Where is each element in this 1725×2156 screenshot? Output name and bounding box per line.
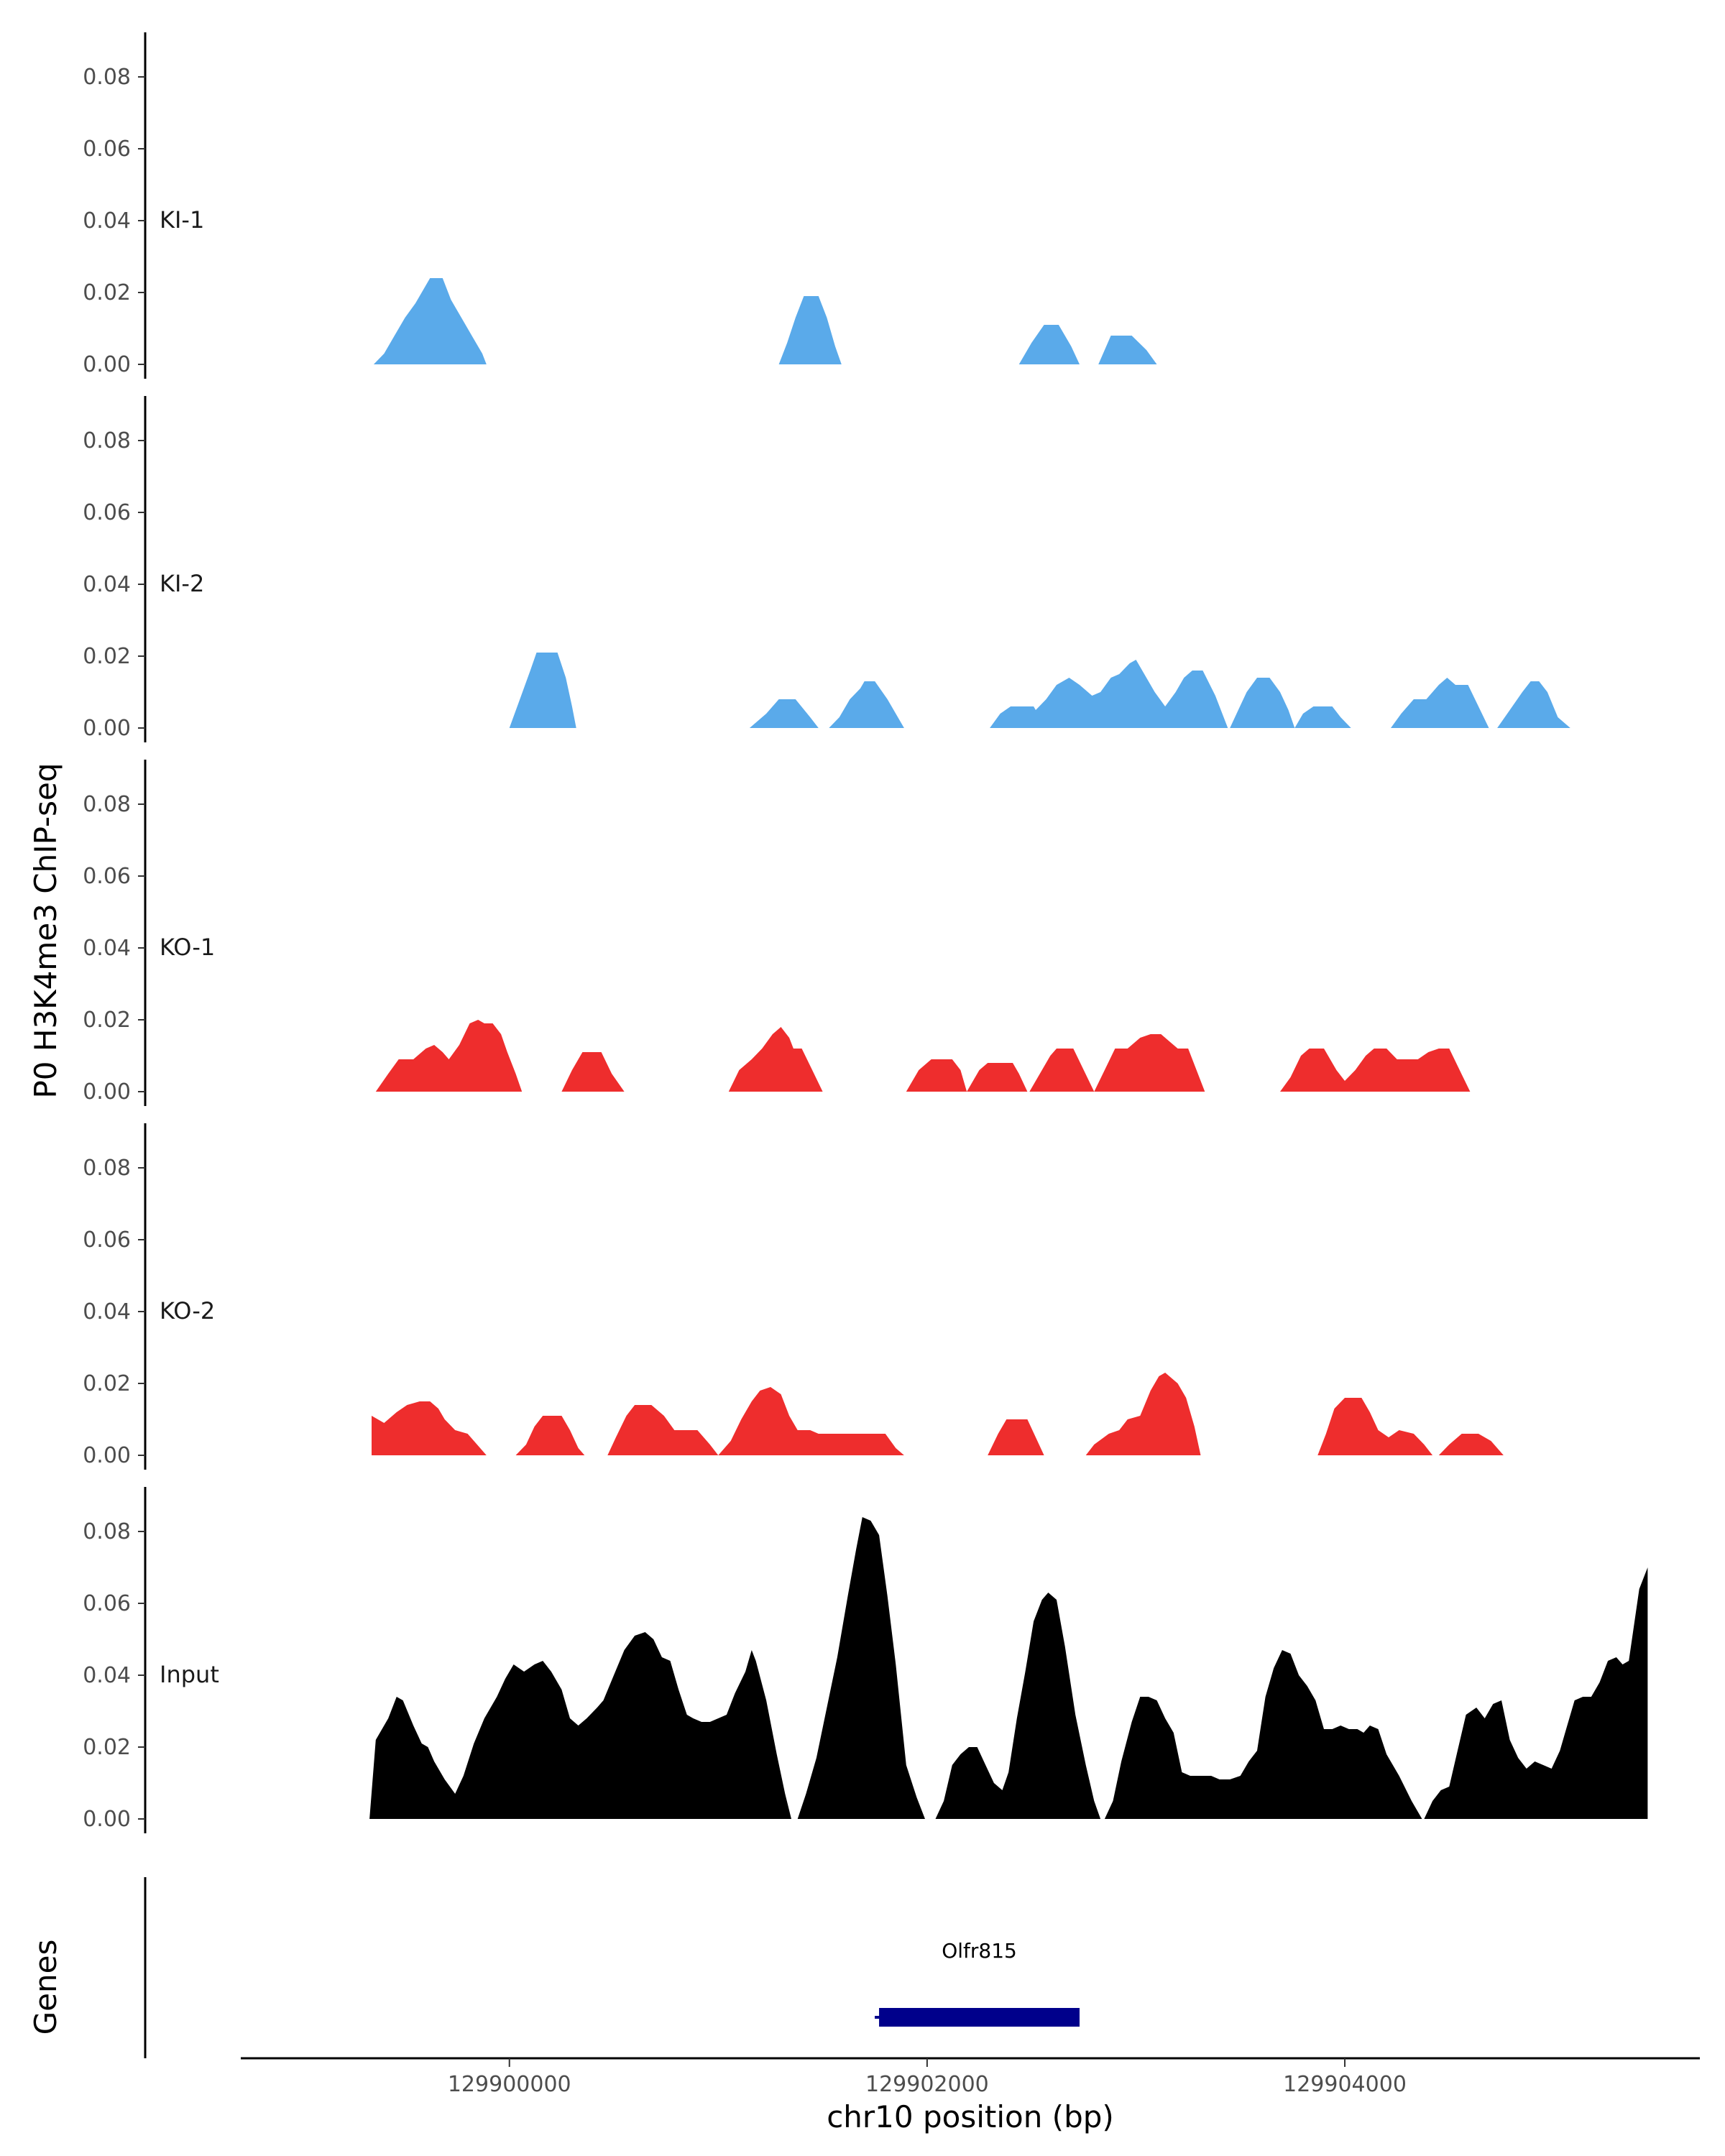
tracks-layer: 0.00 0.02 0.04 0.06 0.08 KI-1 0.00 0.02 0.04 0.06… [83,32,1648,1833]
y-tick-label: 0.00 [83,1079,131,1105]
y-tick-label: 0.06 [83,1591,131,1616]
track-label: KI-2 [160,570,204,597]
y-tick-label: 0.04 [83,572,131,597]
y-tick-label: 0.06 [83,864,131,889]
y-tick-label: 0.08 [83,1156,131,1181]
signal-area [375,1020,1471,1092]
track-panel: 0.00 0.02 0.04 0.06 0.08 KO-2 [83,1123,1504,1470]
y-tick-label: 0.06 [83,1227,131,1253]
gene-track: Olfr815 [144,1877,1080,2058]
y-tick-label: 0.02 [83,1735,131,1760]
signal-area [372,1373,1504,1455]
y-tick-label: 0.02 [83,644,131,669]
track-label: Input [160,1661,219,1688]
x-tick-label: 129902000 [865,2072,989,2097]
track-panel: 0.00 0.02 0.04 0.06 0.08 KI-2 [83,396,1570,742]
track-label: KO-2 [160,1297,215,1325]
track-panel: 0.00 0.02 0.04 0.06 0.08 KO-1 [83,760,1471,1106]
signal-area [509,653,1570,728]
x-tick-label: 129900000 [448,2072,571,2097]
y-tick-label: 0.04 [83,1663,131,1688]
x-axis: 129900000 129902000 129904000 [241,2057,1700,2097]
y-tick-label: 0.02 [83,1371,131,1396]
y-tick-label: 0.08 [83,65,131,90]
x-tick-label: 129904000 [1283,2072,1407,2097]
track-panel: 0.00 0.02 0.04 0.06 0.08 Input [83,1487,1648,1833]
track-label: KI-1 [160,206,204,234]
track-label: KO-1 [160,934,215,961]
y-tick-label: 0.04 [83,936,131,961]
y-tick-label: 0.00 [83,1807,131,1832]
y-tick-label: 0.06 [83,500,131,525]
y-tick-label: 0.04 [83,208,131,234]
y-tick-label: 0.02 [83,1008,131,1033]
gene-name-label: Olfr815 [942,1939,1017,1963]
y-tick-label: 0.08 [83,1519,131,1544]
y-axis-title: P0 H3K4me3 ChIP-seq [28,763,63,1098]
gene-body [879,2008,1080,2027]
y-tick-label: 0.00 [83,352,131,377]
signal-area [369,1517,1648,1819]
signal-area [373,278,1157,364]
y-tick-label: 0.00 [83,1443,131,1468]
y-tick-label: 0.06 [83,137,131,162]
y-tick-label: 0.08 [83,428,131,453]
y-tick-label: 0.04 [83,1299,131,1325]
x-axis-title: chr10 position (bp) [827,2099,1114,2134]
y-tick-label: 0.00 [83,716,131,741]
track-panel: 0.00 0.02 0.04 0.06 0.08 KI-1 [83,32,1157,379]
y-tick-label: 0.02 [83,280,131,305]
gene-track-title: Genes [28,1940,63,2035]
y-tick-label: 0.08 [83,792,131,817]
